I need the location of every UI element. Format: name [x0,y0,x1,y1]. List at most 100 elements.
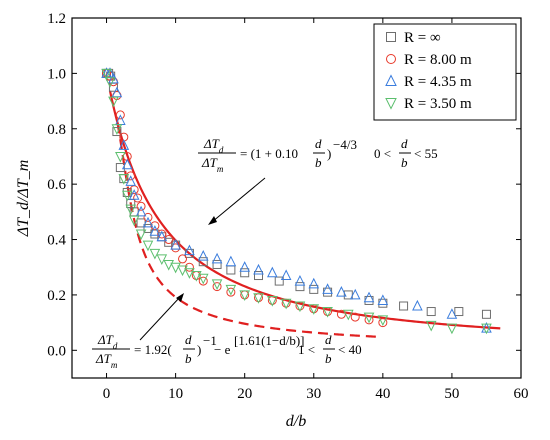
data-point [211,252,223,264]
data-point [164,237,174,247]
plot-frame [71,17,522,379]
data-point [295,282,305,292]
data-points [101,67,492,335]
data-point [136,201,146,211]
legend-marker [385,74,397,86]
arrow-1-head [208,216,217,225]
data-point [104,77,116,88]
x-tick-label: 50 [444,386,459,402]
data-point [198,257,208,267]
fit-curve-solid [108,90,501,330]
eq1-range-left: 0 < [374,146,391,161]
data-point [226,265,236,275]
data-point [197,273,209,285]
eq2-rhs-frac-num: d [185,332,192,347]
data-point [426,307,436,317]
x-tick-label: 30 [306,386,321,402]
data-point [254,271,264,281]
data-point [280,269,292,281]
eq1-rhs-prefix: = (1 + 0.10 [240,146,298,161]
y-tick-labels: 0.0 0.2 0.4 0.6 0.8 1.0 1.2 [47,11,66,359]
eq2-rhs-prefix: = 1.92( [134,342,172,357]
data-point [191,271,202,282]
data-point [363,291,375,303]
data-point [239,290,251,302]
data-point [108,72,119,84]
fit-curve-dashed [116,123,376,338]
data-point [454,307,464,317]
arrow-2-head [176,293,184,302]
data-point [198,276,208,286]
eq2-rhs-minus-e: − e [214,342,231,357]
eq1-rhs-exponent: −4/3 [333,137,357,152]
legend-marker [386,54,396,64]
data-point [156,230,168,242]
data-point [211,279,223,290]
data-point [239,261,251,272]
legend-marker [386,32,396,42]
eq1-range-right: < 55 [414,146,438,161]
y-axis-label-text: ΔT_d/ΔT_m [15,160,32,238]
data-point [135,205,147,217]
data-point [378,318,388,328]
data-point [115,110,125,120]
data-point [125,175,137,186]
eq1-range-frac-den: b [401,155,408,170]
x-tick-label: 0 [103,386,111,402]
data-point [170,238,181,250]
eq1-lhs-den: ΔTm [201,155,224,174]
legend-label: R = 4.35 m [404,74,472,90]
data-point [157,229,167,239]
data-point [163,259,175,271]
eq2-range-frac-num: d [325,332,332,347]
data-point [481,309,491,319]
legend: R = ∞ R = 8.00 m R = 4.35 m R = 3.50 m [373,23,517,121]
series-4 [101,68,492,335]
y-tick-label: 0.0 [47,343,66,359]
data-point [178,254,188,264]
data-point [322,307,333,318]
data-point [364,315,374,325]
eq2-lhs-num: ΔTd [97,332,118,351]
data-point [350,312,360,322]
data-point [170,262,181,274]
y-tick-label: 0.4 [47,233,66,249]
data-point [399,301,409,311]
eq1-rhs-suffix: ) [327,146,331,161]
y-tick-label: 0.2 [47,288,66,304]
data-point [225,255,237,267]
arrow-1-line [211,177,266,223]
data-point [294,301,306,313]
data-point [142,216,154,228]
eq2-rhs-exponent: −1 [203,333,217,348]
legend-label: R = 3.50 m [404,96,472,112]
data-point [118,174,130,185]
data-point [308,277,320,289]
data-point [184,244,195,256]
data-point [112,127,122,137]
data-point [308,304,320,315]
x-axis-label: d/b [286,413,306,430]
data-point [150,221,160,231]
eq2-rhs-e-exponent: [1.61(1−d/b)] [234,333,305,348]
data-point [128,215,140,227]
annotation-arrows [139,177,266,341]
data-point [240,268,250,278]
data-point [184,268,195,279]
eq1-lhs-num: ΔTd [203,136,224,155]
data-point [135,229,147,241]
legend-label: R = ∞ [404,30,441,46]
data-point [446,323,458,335]
data-point [212,282,222,292]
data-point [108,96,119,108]
legend-items: R = ∞ R = 8.00 m R = 4.35 m R = 3.50 m [385,30,472,112]
eq2-rhs-suffix: ) [197,342,201,357]
data-point [121,190,133,202]
data-point [322,283,333,294]
data-point [363,312,375,324]
eq1-rhs-frac-num: d [315,136,322,151]
axis-ticks [72,17,522,378]
eq2-range-right: < 40 [338,342,362,357]
data-point [149,225,161,236]
